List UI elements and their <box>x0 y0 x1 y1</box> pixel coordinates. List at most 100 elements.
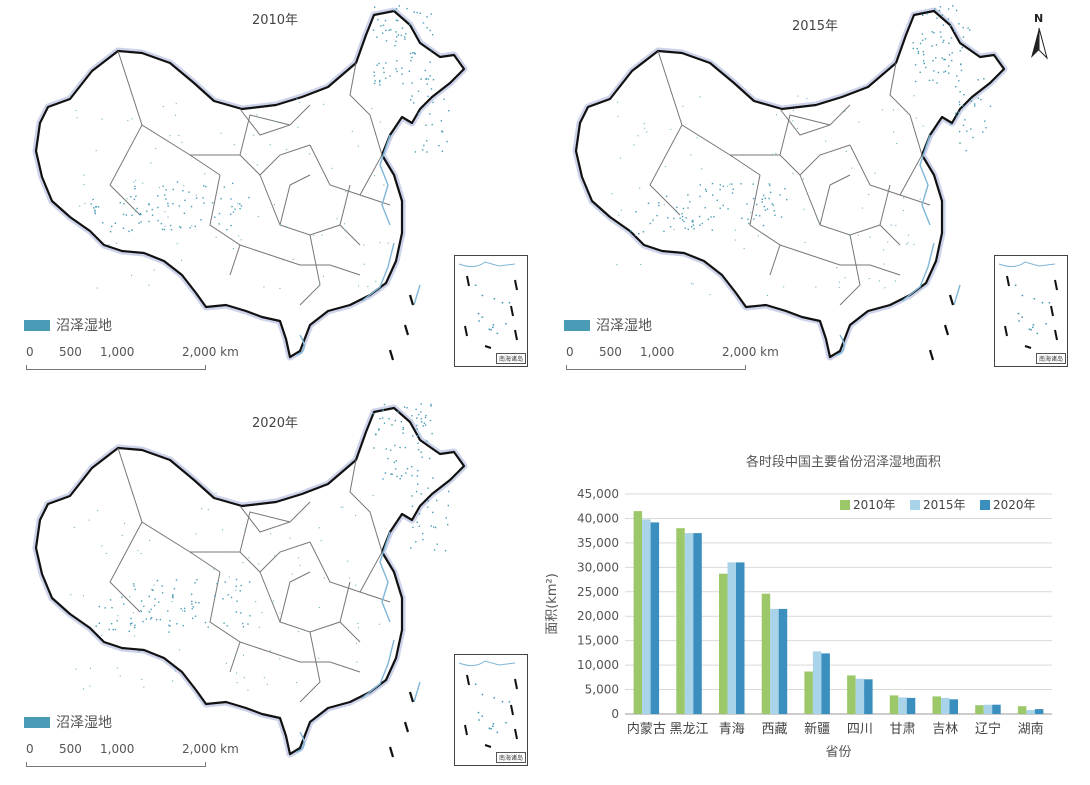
wetland-dot <box>394 444 396 447</box>
x-tick-label: 青海 <box>719 722 745 737</box>
coastline <box>901 242 935 302</box>
bar-2015年 <box>1026 710 1035 714</box>
wetland-dot <box>673 228 675 230</box>
wetland-dot <box>771 153 773 155</box>
wetland-dot <box>617 101 619 103</box>
wetland-dot <box>378 62 380 65</box>
wetland-dot <box>884 287 886 289</box>
wetland-dot <box>446 140 448 143</box>
wetland-dot <box>216 583 218 585</box>
wetland-dot <box>656 214 658 217</box>
bar-2010年 <box>676 528 685 714</box>
wetland-dot <box>398 5 400 7</box>
wetland-dot <box>422 425 424 427</box>
wetland-dot <box>309 153 311 155</box>
wetland-dot <box>136 207 138 210</box>
scale-label: 500 <box>59 345 82 359</box>
wetland-dot <box>734 239 736 241</box>
wetland-dot <box>191 607 193 610</box>
wetland-dot <box>729 183 731 185</box>
wetland-dot <box>323 103 325 105</box>
wetland-dot <box>155 147 157 149</box>
island-dot <box>491 326 494 329</box>
wetland-dot <box>418 525 420 527</box>
wetland-dot <box>413 11 415 13</box>
wetland-dot <box>183 212 186 214</box>
wetland-dot <box>222 529 224 531</box>
wetland-dot <box>711 229 713 231</box>
wetland-dot <box>286 226 288 228</box>
wetland-dot <box>380 25 382 27</box>
wetland-dot <box>373 71 375 73</box>
boundary-dash <box>388 349 395 361</box>
wetland-dot <box>158 601 160 603</box>
wetland-dot <box>109 599 112 601</box>
wetland-dot <box>401 27 404 29</box>
wetland-dot <box>640 264 642 266</box>
wetland-dot <box>410 547 412 549</box>
map-title: 2010年 <box>251 13 299 28</box>
island-dot <box>490 727 492 730</box>
wetland-dot <box>943 39 945 42</box>
wetland-dot <box>412 52 414 54</box>
wetland-dot <box>844 110 846 112</box>
inset-dash <box>514 728 518 740</box>
wetland-dot <box>376 36 378 38</box>
wetland-dot <box>732 188 734 190</box>
north-label: N <box>1034 12 1044 25</box>
bar-2015年 <box>855 678 865 714</box>
wetland-dot <box>690 282 692 284</box>
wetland-dot <box>681 215 684 218</box>
wetland-dot <box>190 205 193 208</box>
wetland-dot <box>948 72 950 74</box>
wetland-dot <box>116 620 118 622</box>
wetland-dot <box>379 242 381 244</box>
wetland-dot <box>892 109 894 111</box>
wetland-dot <box>861 207 863 209</box>
map-legend: 沼泽湿地 <box>24 712 112 732</box>
wetland-dot <box>94 212 96 215</box>
boundary-dash <box>408 294 415 306</box>
wetland-dot <box>705 190 707 192</box>
wetland-dot <box>413 52 416 54</box>
wetland-dot <box>358 285 360 287</box>
wetland-dot <box>617 115 619 117</box>
wetland-dot <box>712 194 714 196</box>
scale-label: 2,000 km <box>182 742 239 756</box>
island-dot <box>474 284 477 287</box>
wetland-dot <box>883 263 885 265</box>
wetland-dot <box>984 120 986 122</box>
wetland-dot <box>269 650 271 652</box>
wetland-dot <box>70 594 72 596</box>
wetland-dot <box>172 595 174 597</box>
wetland-dot <box>756 203 758 206</box>
province-border <box>849 144 923 196</box>
coastline <box>295 334 305 356</box>
x-tick-label: 内蒙古 <box>627 721 666 737</box>
wetland-dot <box>402 82 404 85</box>
wetland-dot <box>320 540 322 542</box>
wetland-dot <box>235 611 238 613</box>
wetland-dot <box>203 202 205 204</box>
wetland-dot <box>792 109 794 111</box>
wetland-dot <box>681 219 684 221</box>
wetland-dot <box>416 428 418 430</box>
wetland-dot <box>692 221 694 223</box>
wetland-dot <box>101 118 103 120</box>
wetland-dot <box>692 224 695 226</box>
wetland-dot <box>716 199 718 201</box>
wetland-dot <box>162 185 164 187</box>
wetland-dot <box>215 236 217 238</box>
island-dot <box>481 693 484 696</box>
wetland-dot <box>743 248 745 250</box>
wetland-dot <box>845 150 847 152</box>
bar-2010年 <box>932 696 941 714</box>
wetland-dot <box>425 414 427 417</box>
bar-2020年 <box>906 697 916 714</box>
wetland-dot <box>432 511 434 514</box>
wetland-dot <box>836 267 838 269</box>
wetland-dot <box>127 120 129 122</box>
wetland-dot <box>762 224 765 227</box>
wetland-dot <box>229 213 232 215</box>
wetland-dot <box>112 628 114 631</box>
